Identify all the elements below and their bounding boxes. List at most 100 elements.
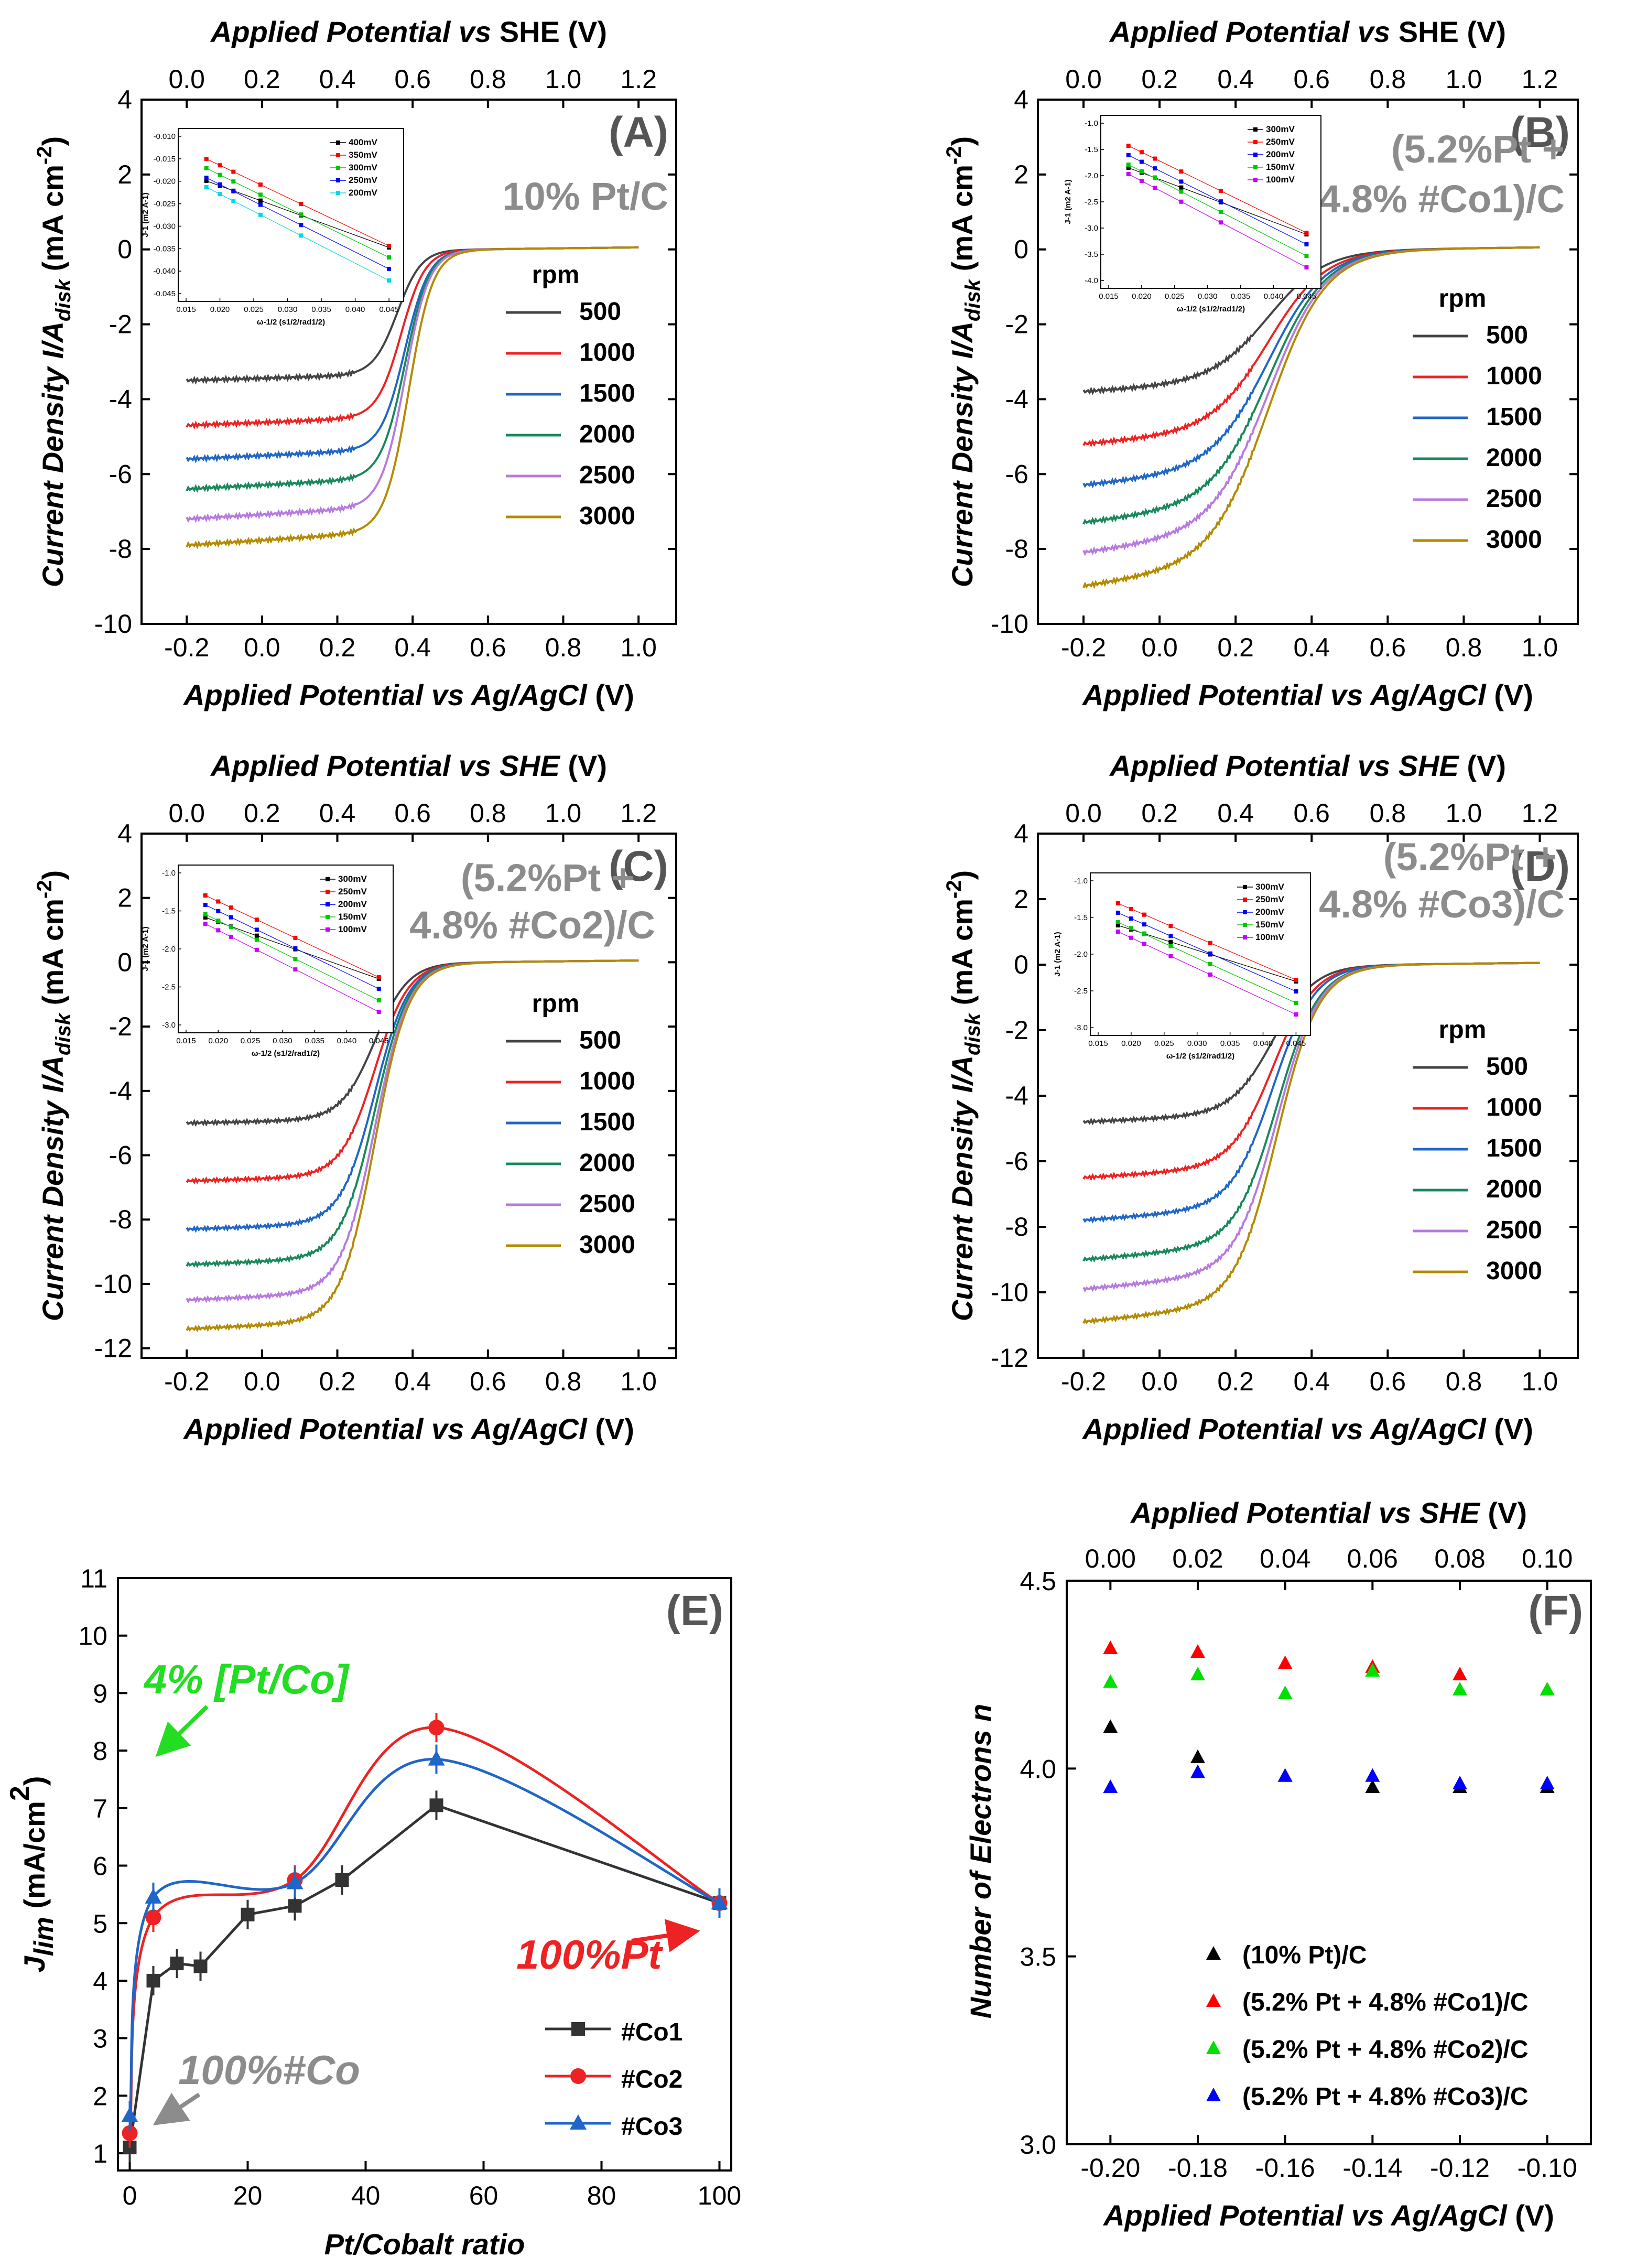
inset-x-tick-label: 0.015 — [176, 305, 196, 314]
inset-x-axis-title: ω-1/2 (s1/2/rad1/2) — [257, 318, 325, 327]
legend-label: (5.2% Pt + 4.8% #Co2)/C — [1242, 2036, 1529, 2064]
legend-label: (10% Pt)/C — [1242, 1941, 1367, 1969]
inset-y-tick-label: -2.5 — [162, 983, 176, 992]
inset-x-tick-label: 0.030 — [278, 305, 298, 314]
y-axis-ticks: -10 -8 -6 -4 -2 0 2 4 — [991, 85, 1578, 639]
inset-x-tick-label: 0.020 — [1121, 1039, 1141, 1048]
x-tick-label: 0.8 — [545, 633, 582, 662]
inset-legend-label: 200mV — [349, 188, 377, 198]
inset-y-tick-label: -0.015 — [153, 155, 176, 164]
legend-label: #Co2 — [621, 2066, 682, 2093]
panel-title: 10% Pt/C — [502, 175, 668, 218]
panel-label: (A) — [609, 109, 668, 156]
x2-tick-label: 0.6 — [394, 798, 431, 828]
y-tick-label: 4 — [93, 1967, 107, 1996]
y-axis-title: Current Density I/Adisk (mA cm-2) — [33, 136, 75, 587]
panel-c: -12 -10 -8 -6 -4 -2 0 2 4 -0.2 0.0 0.2 0.4 0.6 0.8 1.0… — [33, 749, 677, 1445]
y-tick-label: -2 — [109, 310, 132, 339]
inset-fit-line — [1128, 145, 1307, 233]
inset-legend-marker — [1243, 898, 1247, 902]
legend-marker — [1206, 1993, 1221, 2007]
inset-frame — [1090, 872, 1311, 1036]
inset-x-tick-label: 0.020 — [1132, 292, 1152, 301]
inset-y-axis-title: J-1 (m2 A-1) — [141, 926, 150, 971]
curve-rpm-3000 — [1082, 962, 1540, 1325]
y-tick-label: -8 — [109, 1205, 132, 1234]
x2-tick-label: 0.2 — [1141, 64, 1178, 94]
inset-point — [1126, 172, 1131, 176]
legend-marker — [571, 2022, 585, 2036]
legend-label: 3000 — [1486, 1257, 1542, 1285]
x-axis-title: Pt/Cobalt ratio — [324, 2228, 525, 2261]
y-tick-label: 7 — [93, 1794, 107, 1823]
panel-title-line-2: 4.8% #Co2)/C — [409, 903, 655, 947]
inset-y-tick-label: -3.0 — [162, 1021, 176, 1030]
y-tick-label: 2 — [117, 883, 132, 913]
y-axis-title: Number of Electrons n — [964, 1704, 997, 2019]
legend-label: 2500 — [1486, 485, 1542, 513]
data-point — [1277, 1768, 1293, 1782]
inset-legend-marker — [1253, 153, 1258, 157]
inset-legend-label: 250mV — [1266, 137, 1295, 147]
inset-legend-marker — [336, 166, 340, 170]
plot-frame — [1037, 99, 1579, 625]
inset-legend-label: 300mV — [1266, 124, 1295, 134]
inset-point — [1294, 989, 1298, 993]
inset-point — [218, 163, 222, 168]
y-axis-ticks: -12 -10 -8 -6 -4 -2 0 2 4 — [94, 819, 676, 1363]
curve-rpm-3000 — [186, 246, 639, 549]
inset-point — [376, 987, 381, 991]
inset-fit-line — [1118, 903, 1296, 980]
data-point — [429, 1798, 443, 1812]
x2-tick-label: 0.06 — [1347, 1544, 1398, 1573]
x-tick-label: 40 — [351, 2181, 381, 2210]
inset-point — [203, 922, 208, 926]
x2-tick-label: 1.2 — [1522, 798, 1558, 828]
inset-y-tick-label: -2.0 — [1074, 950, 1088, 959]
inset-point — [258, 192, 263, 197]
inset-point — [254, 927, 259, 932]
panel-title-line-1: (5.2%Pt + — [1383, 835, 1557, 879]
y-tick-label: -10 — [94, 609, 132, 639]
inset-point — [376, 998, 381, 1002]
y-tick-label: 2 — [117, 160, 132, 189]
panel-label: (F) — [1528, 1587, 1583, 1635]
y-axis-ticks: -12 -10 -8 -6 -4 -2 0 2 4 — [991, 819, 1578, 1373]
legend-marker — [1206, 1946, 1221, 1960]
x-tick-label: 0.2 — [319, 1367, 356, 1396]
data-point — [286, 1874, 304, 1889]
inset-legend-marker — [1253, 165, 1258, 169]
inset-x-tick-label: 0.040 — [345, 305, 365, 314]
x-tick-label: 0.4 — [394, 633, 431, 662]
y-tick-label: 0 — [117, 235, 132, 264]
x2-tick-label: 0.08 — [1434, 1544, 1485, 1573]
inset-legend-marker — [336, 191, 340, 195]
data-point — [428, 1750, 445, 1766]
inset-point — [1139, 150, 1144, 155]
inset-x-tick-label: 0.020 — [209, 1036, 229, 1045]
inset-point — [1115, 923, 1120, 927]
y-tick-label: -2 — [1005, 310, 1028, 339]
plot-frame — [140, 99, 677, 625]
data-point — [1190, 1667, 1205, 1681]
inset-x-tick-label: 0.045 — [379, 305, 399, 314]
legend-label: 2000 — [579, 1149, 635, 1177]
y-tick-label: -10 — [991, 1278, 1028, 1307]
y-tick-label: 2 — [93, 2081, 107, 2111]
inset-fit-line — [1128, 155, 1307, 245]
legend-label: 2500 — [579, 1190, 635, 1218]
inset-y-tick-label: -0.035 — [153, 244, 176, 253]
electron-number-points — [1103, 1640, 1555, 1794]
panel-d: -12 -10 -8 -6 -4 -2 0 2 4 -0.2 0.0 0.2 0.4 0.6 0.8 1.0… — [942, 749, 1579, 1445]
inset-x-axis-title: ω-1/2 (s1/2/rad1/2) — [252, 1049, 320, 1058]
inset-point — [1304, 242, 1309, 246]
jlim-curves — [121, 1713, 728, 2163]
y-tick-label: -4 — [109, 384, 132, 414]
legend-label: 1000 — [579, 1067, 635, 1095]
x2-tick-label: 1.0 — [1446, 64, 1482, 94]
inset-y-axis-title: J-1 (m2 A-1) — [1053, 932, 1062, 976]
x-tick-label: 1.0 — [1522, 633, 1558, 662]
inset-fit-line — [205, 914, 379, 1001]
x2-axis-ticks: 0.0 0.2 0.4 0.6 0.8 1.0 1.2 — [1065, 798, 1558, 842]
x-tick-label: 80 — [587, 2181, 616, 2210]
